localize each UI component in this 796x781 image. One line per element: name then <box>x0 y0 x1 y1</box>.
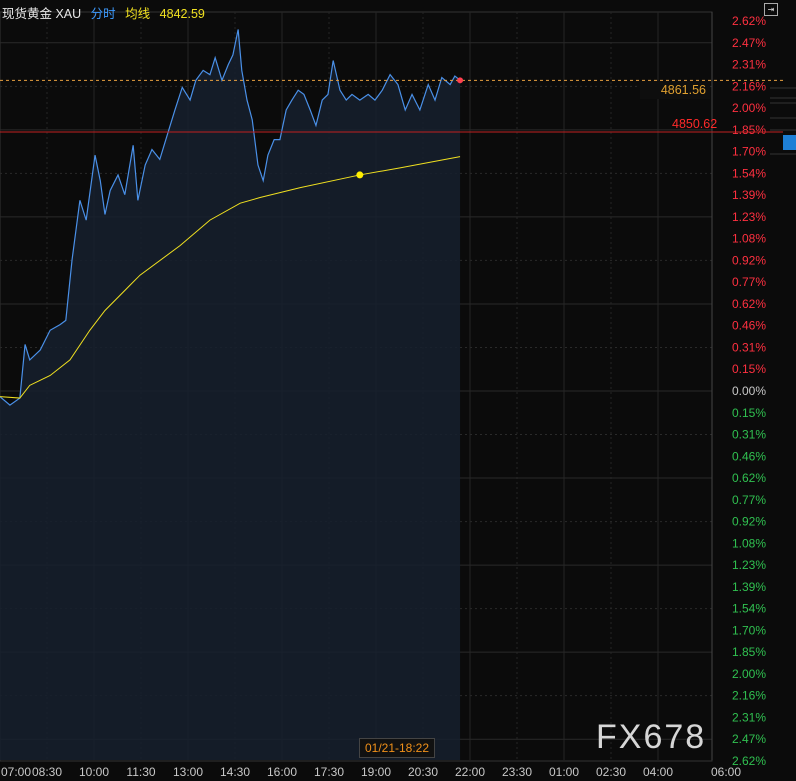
y-tick-label-down: 0.62% <box>732 471 766 485</box>
y-tick-label-down: 1.85% <box>732 645 766 659</box>
y-tick-label-up: 0.15% <box>732 362 766 376</box>
y-tick-label-up: 1.39% <box>732 188 766 202</box>
x-tick-label: 22:00 <box>455 765 485 779</box>
x-tick-label: 20:30 <box>408 765 438 779</box>
expand-icon[interactable]: ⇥ <box>764 3 778 16</box>
current-price-label: 4861.56 <box>640 81 710 99</box>
x-tick-label: 06:00 <box>711 765 741 779</box>
y-tick-label-down: 1.39% <box>732 580 766 594</box>
x-tick-label: 04:00 <box>643 765 673 779</box>
y-tick-label-up: 0.62% <box>732 297 766 311</box>
y-tick-label-down: 2.31% <box>732 710 766 724</box>
x-tick-label: 19:00 <box>361 765 391 779</box>
y-tick-label-up: 1.08% <box>732 232 766 246</box>
y-tick-label-up: 0.77% <box>732 275 766 289</box>
y-tick-label-up: 0.46% <box>732 319 766 333</box>
x-tick-label: 14:30 <box>220 765 250 779</box>
y-tick-label-down: 2.00% <box>732 667 766 681</box>
y-tick-label-down: 2.62% <box>732 754 766 768</box>
x-tick-label: 01:00 <box>549 765 579 779</box>
y-tick-label-up: 2.47% <box>732 36 766 50</box>
y-tick-label-up: 1.85% <box>732 123 766 137</box>
price-line <box>0 29 461 406</box>
y-tick-label-up: 0.92% <box>732 253 766 267</box>
reference-price-label: 4850.62 <box>672 117 718 131</box>
price-area <box>0 29 461 761</box>
y-tick-label-down: 2.16% <box>732 689 766 703</box>
x-tick-label: 17:30 <box>314 765 344 779</box>
crosshair-time-label: 01/21-18:22 <box>359 738 435 758</box>
mode-label[interactable]: 分时 <box>90 7 116 21</box>
x-tick-label: 10:00 <box>79 765 109 779</box>
x-tick-label: 08:30 <box>32 765 62 779</box>
y-tick-label-up: 2.16% <box>732 79 766 93</box>
y-tick-label-up: 2.00% <box>732 101 766 115</box>
y-tick-label-down: 0.92% <box>732 515 766 529</box>
y-tick-label-down: 0.31% <box>732 428 766 442</box>
y-tick-label-up: 1.54% <box>732 166 766 180</box>
avg-label: 均线 <box>125 7 151 21</box>
side-panel-tab[interactable] <box>783 135 796 150</box>
watermark-logo: FX678 <box>596 718 707 756</box>
y-tick-label-down: 0.77% <box>732 493 766 507</box>
x-tick-label: 13:00 <box>173 765 203 779</box>
y-tick-label-up: 1.70% <box>732 145 766 159</box>
x-tick-label: 16:00 <box>267 765 297 779</box>
y-tick-label-down: 0.15% <box>732 406 766 420</box>
x-tick-label: 23:30 <box>502 765 532 779</box>
avg-value: 4842.59 <box>159 7 205 21</box>
avg-line <box>0 156 461 399</box>
x-tick-label: 02:30 <box>596 765 626 779</box>
x-tick-label: 11:30 <box>126 765 155 779</box>
y-tick-label-down: 0.46% <box>732 449 766 463</box>
symbol-label: 现货黄金 XAU <box>2 7 82 21</box>
y-tick-label-up: 2.62% <box>732 14 766 28</box>
avg-marker-dot <box>356 171 364 179</box>
y-tick-label-up: 2.31% <box>732 58 766 72</box>
y-tick-label-up: 0.00% <box>732 384 766 398</box>
y-tick-label-down: 1.23% <box>732 558 766 572</box>
y-tick-label-down: 1.70% <box>732 623 766 637</box>
last-price-dot <box>457 77 464 84</box>
y-tick-label-down: 2.47% <box>732 732 766 746</box>
y-tick-label-down: 1.54% <box>732 602 766 616</box>
y-tick-label-down: 1.08% <box>732 536 766 550</box>
y-tick-label-up: 0.31% <box>732 340 766 354</box>
y-tick-label-up: 1.23% <box>732 210 766 224</box>
x-tick-label: 07:00 <box>1 765 31 779</box>
chart-header: 现货黄金 XAU 分时 均线 4842.59 <box>2 3 211 22</box>
